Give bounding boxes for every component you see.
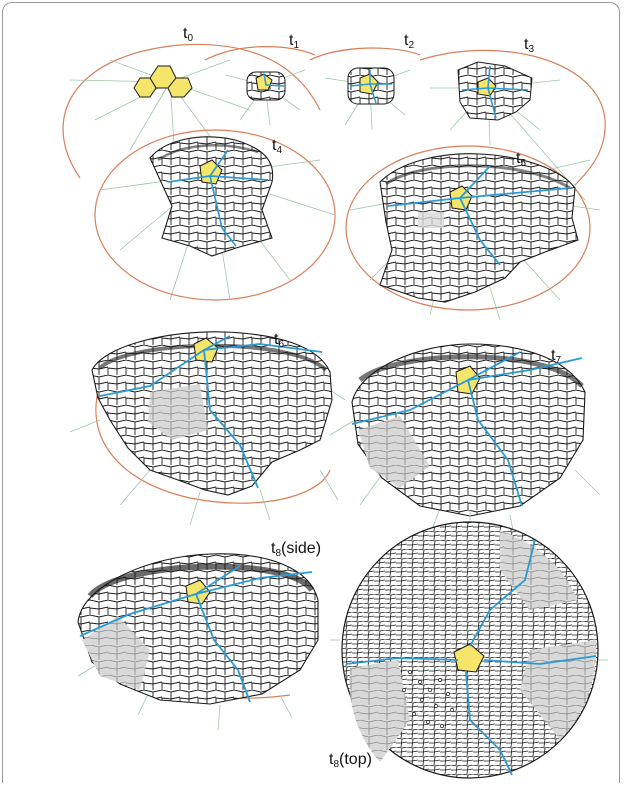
- dome-outline: [419, 49, 606, 186]
- stage-label-t4: t4: [272, 137, 282, 156]
- clone-boundary: [263, 73, 285, 87]
- guide-lines: [69, 389, 346, 526]
- stage-label-t7: t7: [551, 347, 561, 366]
- clone-boundary: [167, 149, 269, 247]
- cell-sheet: [457, 61, 533, 121]
- stage-t1-group: [204, 46, 316, 126]
- shaded-sector: [358, 416, 430, 488]
- dome-outline: [345, 145, 591, 311]
- stage-t4-group: [94, 129, 336, 301]
- stage-t8top-group: [330, 510, 608, 779]
- stage-label-t2: t2: [404, 32, 414, 51]
- stage-t0-group: [62, 43, 321, 179]
- clone-boundary: [349, 70, 392, 104]
- clone-boundary: [345, 539, 597, 776]
- shaded-sector: [500, 530, 578, 610]
- dome-outline: [204, 46, 316, 61]
- dome-outline: [309, 47, 421, 61]
- shaded-sector: [520, 640, 597, 740]
- stage-t3-group: [419, 49, 606, 201]
- shaded-sector: [349, 660, 410, 762]
- guide-lines: [330, 510, 608, 661]
- shaded-sector: [418, 212, 444, 228]
- initial-cells: [477, 77, 497, 97]
- stage-t6-group: [69, 331, 346, 526]
- stage-label-t6: t6: [274, 331, 284, 350]
- clone-boundary: [351, 351, 583, 507]
- stage-t7-group: [329, 343, 601, 541]
- marked-cells: [402, 670, 454, 728]
- clone-boundary: [79, 565, 313, 703]
- stage-t2-group: [309, 47, 421, 131]
- initial-cells: [133, 65, 193, 98]
- stage-label-t0: t0: [183, 25, 193, 44]
- stage-t8side-group: [77, 553, 319, 731]
- stage-t5-group: [345, 145, 601, 321]
- shaded-sector: [82, 616, 150, 690]
- stage-label-t1: t1: [289, 32, 299, 51]
- cell-sheet: [149, 136, 274, 257]
- initial-cells: [453, 643, 485, 673]
- stage-label-t3: t3: [524, 36, 534, 55]
- stage-label-t5: t5: [516, 150, 526, 169]
- cell-sheet: [379, 153, 579, 303]
- clone-boundary: [461, 65, 529, 119]
- dome-outline: [95, 384, 331, 504]
- clone-boundary: [99, 335, 323, 489]
- stage-label-t8-top: t8(top): [329, 751, 372, 770]
- clone-boundary: [387, 165, 571, 266]
- stage-label-t8-side: t8(side): [271, 540, 321, 559]
- shaded-sector: [148, 384, 208, 440]
